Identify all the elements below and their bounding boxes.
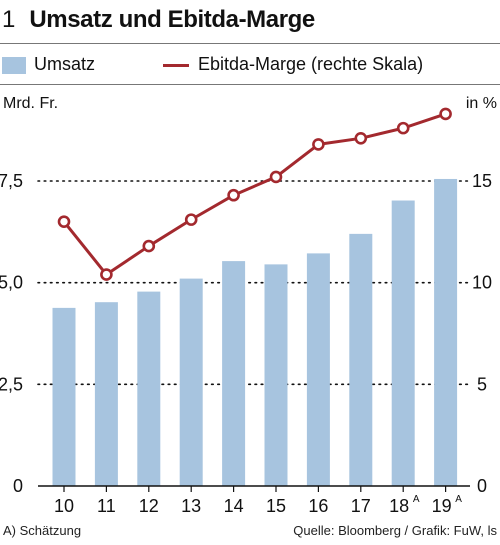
margin-point bbox=[269, 170, 283, 184]
right-tick-label: 15 bbox=[472, 171, 492, 191]
x-tick-superscript: A bbox=[413, 494, 420, 505]
bar bbox=[94, 302, 118, 486]
legend-bar-label: Umsatz bbox=[34, 54, 96, 74]
chart-number: 1 bbox=[2, 6, 16, 33]
bar bbox=[391, 200, 415, 486]
footnote: A) Schätzung bbox=[3, 523, 82, 538]
right-axis-unit: in % bbox=[465, 95, 497, 112]
x-tick-label: 13 bbox=[181, 496, 201, 516]
margin-point bbox=[312, 138, 325, 151]
margin-point bbox=[184, 213, 198, 226]
bar bbox=[306, 253, 330, 486]
margin-point bbox=[57, 215, 71, 228]
right-tick-label: 0 bbox=[477, 476, 487, 496]
right-tick-label: 5 bbox=[477, 374, 487, 394]
x-tick-label: 16 bbox=[308, 496, 328, 516]
bar bbox=[179, 278, 203, 486]
x-tick-label: 11 bbox=[97, 496, 116, 516]
chart-title: Umsatz und Ebitda-Marge bbox=[29, 6, 315, 33]
x-tick-superscript: A bbox=[455, 494, 462, 505]
x-tick-label: 15 bbox=[266, 496, 286, 516]
bar bbox=[349, 233, 373, 486]
x-tick-label: 14 bbox=[224, 496, 244, 516]
bar bbox=[222, 261, 246, 486]
bar bbox=[434, 178, 458, 486]
x-tick-label: 12 bbox=[139, 496, 159, 516]
legend-rule bbox=[0, 84, 500, 85]
margin-point bbox=[439, 107, 452, 121]
source-credit: Quelle: Bloomberg / Grafik: FuW, ls bbox=[293, 523, 497, 538]
margin-line bbox=[62, 112, 447, 277]
bar bbox=[264, 264, 288, 486]
bar bbox=[137, 291, 161, 486]
chart-legend: Umsatz Ebitda-Marge (rechte Skala) bbox=[0, 44, 500, 84]
margin-point bbox=[100, 268, 113, 281]
margin-point bbox=[354, 132, 368, 145]
left-tick-label: 2,5 bbox=[0, 374, 23, 394]
bar bbox=[52, 307, 76, 486]
legend-bar-swatch bbox=[2, 57, 26, 74]
left-tick-label: 5,0 bbox=[0, 273, 23, 293]
margin-point bbox=[396, 121, 410, 135]
margin-point bbox=[142, 239, 156, 253]
legend-line-label: Ebitda-Marge (rechte Skala) bbox=[198, 54, 424, 74]
right-tick-label: 10 bbox=[472, 273, 492, 293]
chart-header: 1 Umsatz und Ebitda-Marge bbox=[2, 6, 315, 38]
left-axis-unit: Mrd. Fr. bbox=[3, 95, 59, 112]
legend-line-swatch bbox=[163, 64, 189, 67]
x-tick-label: 10 bbox=[54, 496, 74, 516]
left-tick-label: 7,5 bbox=[0, 171, 23, 191]
x-tick-label: 18 bbox=[389, 496, 409, 516]
x-tick-label: 19 bbox=[432, 496, 452, 516]
left-tick-label: 0 bbox=[13, 476, 23, 496]
header-rule bbox=[0, 43, 500, 44]
x-tick-label: 17 bbox=[351, 496, 371, 516]
margin-point bbox=[227, 188, 240, 202]
